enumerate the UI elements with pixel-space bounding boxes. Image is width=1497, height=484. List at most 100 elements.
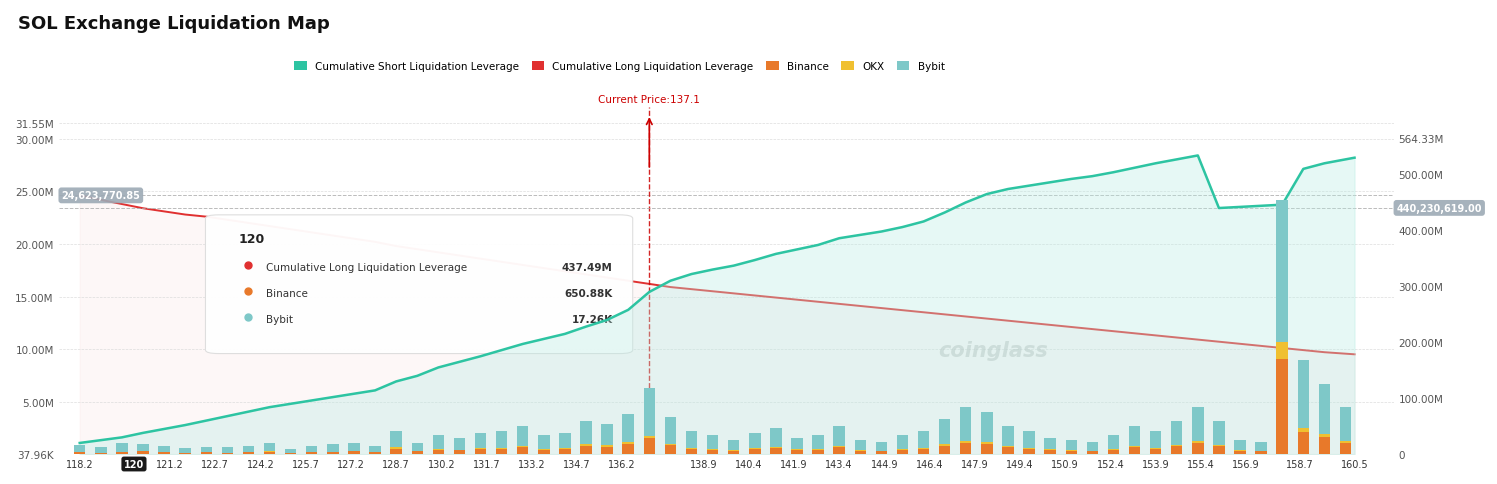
- Bar: [581, 421, 591, 444]
- Bar: [939, 444, 951, 446]
- Bar: [305, 446, 317, 452]
- Bar: [665, 445, 677, 454]
- Bar: [328, 444, 338, 452]
- Bar: [516, 446, 528, 448]
- Bar: [918, 431, 930, 448]
- Bar: [602, 446, 612, 447]
- Bar: [665, 417, 677, 444]
- FancyBboxPatch shape: [205, 215, 633, 354]
- Bar: [876, 452, 888, 454]
- Bar: [644, 388, 656, 436]
- Bar: [981, 442, 993, 444]
- Bar: [263, 443, 275, 451]
- Bar: [516, 426, 528, 446]
- Bar: [855, 451, 865, 454]
- Bar: [834, 448, 844, 454]
- Text: Current Price:137.1: Current Price:137.1: [599, 95, 701, 105]
- Bar: [707, 450, 719, 454]
- Bar: [180, 449, 192, 453]
- Bar: [1150, 431, 1162, 448]
- Bar: [581, 446, 591, 454]
- Bar: [159, 446, 169, 452]
- Bar: [960, 408, 972, 441]
- Bar: [1298, 361, 1308, 428]
- Bar: [623, 414, 633, 442]
- Bar: [769, 448, 781, 454]
- Bar: [243, 446, 254, 452]
- Text: 120: 120: [240, 233, 265, 246]
- Text: SOL Exchange Liquidation Map: SOL Exchange Liquidation Map: [18, 15, 329, 32]
- Bar: [939, 446, 951, 454]
- Bar: [180, 453, 192, 454]
- Bar: [1319, 438, 1331, 454]
- Bar: [1192, 441, 1204, 443]
- Bar: [560, 433, 570, 448]
- Bar: [284, 449, 296, 453]
- Bar: [391, 449, 401, 454]
- Bar: [475, 448, 487, 449]
- Bar: [1087, 452, 1099, 454]
- Text: Cumulative Long Liquidation Leverage: Cumulative Long Liquidation Leverage: [265, 262, 467, 272]
- Bar: [1235, 440, 1246, 450]
- Bar: [1256, 451, 1266, 452]
- Bar: [96, 447, 106, 453]
- Bar: [222, 448, 234, 453]
- Text: 17.26K: 17.26K: [572, 314, 612, 324]
- Bar: [560, 449, 570, 454]
- Bar: [1045, 450, 1055, 454]
- Bar: [644, 436, 656, 439]
- Bar: [981, 444, 993, 454]
- Bar: [707, 449, 719, 450]
- Bar: [981, 412, 993, 442]
- Bar: [855, 440, 865, 450]
- Bar: [1213, 422, 1225, 445]
- Bar: [537, 436, 549, 449]
- Bar: [1001, 426, 1013, 446]
- Bar: [1277, 200, 1287, 343]
- Bar: [412, 452, 424, 454]
- Bar: [876, 451, 888, 452]
- Bar: [686, 448, 698, 449]
- Bar: [433, 449, 445, 450]
- Bar: [475, 449, 487, 454]
- Bar: [1213, 446, 1225, 454]
- Bar: [728, 440, 740, 450]
- Bar: [960, 443, 972, 454]
- Bar: [1066, 440, 1076, 450]
- Bar: [1171, 422, 1183, 445]
- Bar: [897, 449, 909, 450]
- Bar: [897, 450, 909, 454]
- Bar: [138, 452, 148, 454]
- Bar: [370, 446, 380, 452]
- Bar: [644, 439, 656, 454]
- Bar: [792, 438, 802, 450]
- Bar: [305, 452, 317, 454]
- Bar: [1150, 449, 1162, 454]
- Bar: [728, 450, 740, 451]
- Bar: [349, 452, 359, 454]
- Bar: [1340, 408, 1352, 441]
- Bar: [1298, 432, 1308, 454]
- Bar: [1087, 451, 1099, 452]
- Bar: [1001, 448, 1013, 454]
- Bar: [581, 444, 591, 446]
- Bar: [1087, 442, 1099, 451]
- Bar: [918, 449, 930, 454]
- Bar: [201, 453, 213, 454]
- Bar: [1213, 445, 1225, 446]
- Bar: [475, 433, 487, 448]
- Bar: [391, 431, 401, 448]
- Bar: [159, 452, 169, 454]
- Bar: [1235, 450, 1246, 451]
- Bar: [813, 436, 823, 449]
- Bar: [748, 448, 760, 449]
- Bar: [243, 452, 254, 454]
- Bar: [537, 450, 549, 454]
- Bar: [876, 442, 888, 451]
- Bar: [391, 448, 401, 449]
- Bar: [1171, 446, 1183, 454]
- Bar: [1171, 445, 1183, 446]
- Bar: [1108, 450, 1120, 454]
- Bar: [537, 449, 549, 450]
- Bar: [769, 447, 781, 448]
